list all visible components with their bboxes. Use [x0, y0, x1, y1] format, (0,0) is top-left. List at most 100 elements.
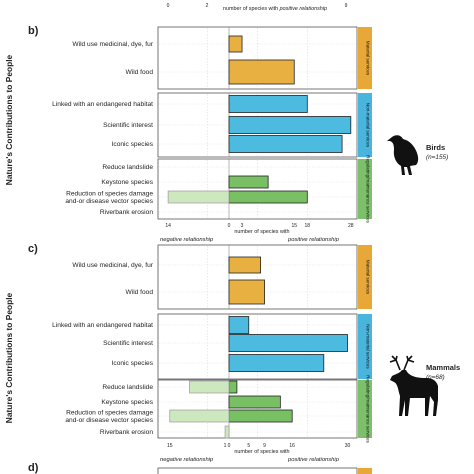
- birds-category-label: Reduction of species damage and-or diseas…: [65, 190, 153, 205]
- mammals-strip-non_material: [358, 314, 372, 379]
- mammals-bar-positive: [228, 256, 262, 274]
- mammals-category-line: Keystone species: [101, 399, 153, 406]
- birds-category-line: Linked with an endangered habitat: [52, 101, 153, 108]
- birds-category-line: Wild food: [126, 69, 154, 76]
- mammals-negative-label: negative relationship: [160, 457, 214, 463]
- deer-body: [390, 370, 438, 416]
- birds-bar-positive: [228, 116, 352, 134]
- birds-category-label: Wild food: [126, 69, 154, 76]
- birds-category-label: Linked with an endangered habitat: [52, 101, 153, 108]
- mammals-category-line: Scientific interest: [103, 340, 153, 347]
- birds-x-axis-label: number of species with: [234, 229, 289, 235]
- mammals-bar-negative: [169, 409, 230, 423]
- mammals-category-label: Scientific interest: [103, 340, 153, 347]
- birds-bar-positive: [228, 175, 269, 189]
- deer-antlers: [389, 355, 415, 371]
- birds-category-label: Iconic species: [112, 141, 154, 148]
- mammals-bar-negative: [189, 380, 230, 394]
- panel-d-remnant: d): [28, 462, 372, 474]
- deer-silhouette-icon: [389, 355, 438, 416]
- panel-mammals: c) Nature's Contributions to People Materi…: [4, 243, 460, 463]
- top-tick-2: 9: [345, 3, 348, 9]
- birds-tick-positive: 18: [305, 223, 311, 229]
- birds-bar-negative: [167, 190, 230, 204]
- birds-bar-positive: [228, 95, 308, 113]
- mammals-category-label: Keystone species: [101, 399, 153, 406]
- birds-category-line: Keystone species: [101, 179, 153, 186]
- mammals-category-label: Reduce landslide: [102, 384, 153, 391]
- birds-bar-positive: [228, 59, 295, 85]
- birds-category-line: Reduction of species damage: [66, 190, 153, 197]
- birds-sample-size: (n=155): [426, 154, 448, 161]
- mammals-category-line: Wild use medicinal, dye, fur: [72, 262, 153, 269]
- top-tick-0: 0: [167, 3, 170, 9]
- birds-category-label: Scientific interest: [103, 122, 153, 129]
- mammals-y-axis-title: Nature's Contributions to People: [4, 292, 14, 423]
- mammals-animal-name: Mammals: [426, 363, 460, 372]
- mammals-x-axis-label: number of species with: [234, 449, 289, 455]
- mammals-category-label: Reduction of species damage and-or diseas…: [65, 409, 153, 424]
- birds-category-line: Riverbank erosion: [100, 209, 153, 216]
- mammals-tick-positive: 0: [228, 443, 231, 449]
- top-axis-label: number of species with positive relation…: [223, 6, 327, 12]
- birds-strip-material: [358, 27, 372, 89]
- mammals-tick-negative: 1: [224, 443, 227, 449]
- birds-tick-positive: 0: [228, 223, 231, 229]
- mammals-bar-positive: [228, 334, 348, 352]
- birds-category-line: Scientific interest: [103, 122, 153, 129]
- mammals-strip-label-material: Material services: [366, 260, 371, 295]
- birds-strip-label-regulating: Regulating/maintenance services: [366, 155, 371, 223]
- mammals-strip-label-non_material: Non-material services: [366, 324, 371, 369]
- birds-panel-letter: b): [28, 25, 39, 37]
- birds-tick-positive: 3: [241, 223, 244, 229]
- top-axis-label-plain: number of species with: [223, 6, 278, 12]
- panel-d-frame-top: [157, 467, 358, 474]
- birds-animal-name: Birds: [426, 143, 445, 152]
- birds-tick-positive: 28: [348, 223, 354, 229]
- mammals-category-line: Reduction of species damage: [66, 409, 153, 416]
- panel-d-strip-top: [358, 468, 372, 474]
- mammals-category-line: Wild food: [126, 289, 154, 296]
- panel-letter-d: d): [28, 462, 39, 474]
- mammals-positive-label: positive relationship: [287, 457, 340, 463]
- birds-tick-negative: 14: [165, 223, 171, 229]
- mammals-category-label: Wild use medicinal, dye, fur: [72, 262, 153, 269]
- mammals-category-label: Riverbank erosion: [100, 429, 153, 436]
- mammals-strip-regulating: [358, 380, 372, 438]
- birds-category-label: Keystone species: [101, 179, 153, 186]
- birds-positive-label: positive relationship: [287, 237, 340, 243]
- mammals-strip-material: [358, 245, 372, 309]
- bird-silhouette-icon: [387, 135, 419, 175]
- mammals-category-line: and-or disease vector species: [65, 417, 153, 424]
- mammals-category-line: Riverbank erosion: [100, 429, 153, 436]
- mammals-bar-positive: [228, 380, 238, 394]
- birds-strip-label-non_material: Non-material services: [366, 103, 371, 148]
- mammals-category-label: Iconic species: [112, 360, 154, 367]
- top-tick-1: 2: [206, 3, 209, 9]
- birds-strip-label-material: Material services: [366, 41, 371, 76]
- mammals-tick-negative: 15: [167, 443, 173, 449]
- mammals-sample-size: (n=68): [426, 374, 445, 381]
- mammals-bar-negative: [224, 425, 230, 439]
- birds-category-line: Iconic species: [112, 141, 154, 148]
- top-axis: 0 2 9 number of species with positive re…: [167, 3, 348, 12]
- birds-bar-positive: [228, 35, 243, 53]
- mammals-category-line: Linked with an endangered habitat: [52, 322, 153, 329]
- birds-category-line: Reduce landslide: [102, 164, 153, 171]
- mammals-strip-label-regulating: Regulating/maintenance services: [366, 375, 371, 443]
- panel-birds: b) Nature's Contributions to People Materi…: [4, 25, 448, 243]
- birds-bar-positive: [228, 190, 308, 204]
- birds-category-line: and-or disease vector species: [65, 198, 153, 205]
- mammals-bar-positive: [228, 354, 325, 372]
- mammals-category-label: Linked with an endangered habitat: [52, 322, 153, 329]
- birds-negative-label: negative relationship: [160, 237, 214, 243]
- birds-strip-non_material: [358, 93, 372, 157]
- mammals-bar-positive: [228, 279, 265, 305]
- mammals-tick-positive: 9: [263, 443, 266, 449]
- top-axis-label-italic: positive relationship: [279, 6, 327, 12]
- birds-category-line: Wild use medicinal, dye, fur: [72, 41, 153, 48]
- mammals-bar-positive: [228, 395, 281, 409]
- birds-y-axis-title: Nature's Contributions to People: [4, 54, 14, 185]
- birds-category-label: Riverbank erosion: [100, 209, 153, 216]
